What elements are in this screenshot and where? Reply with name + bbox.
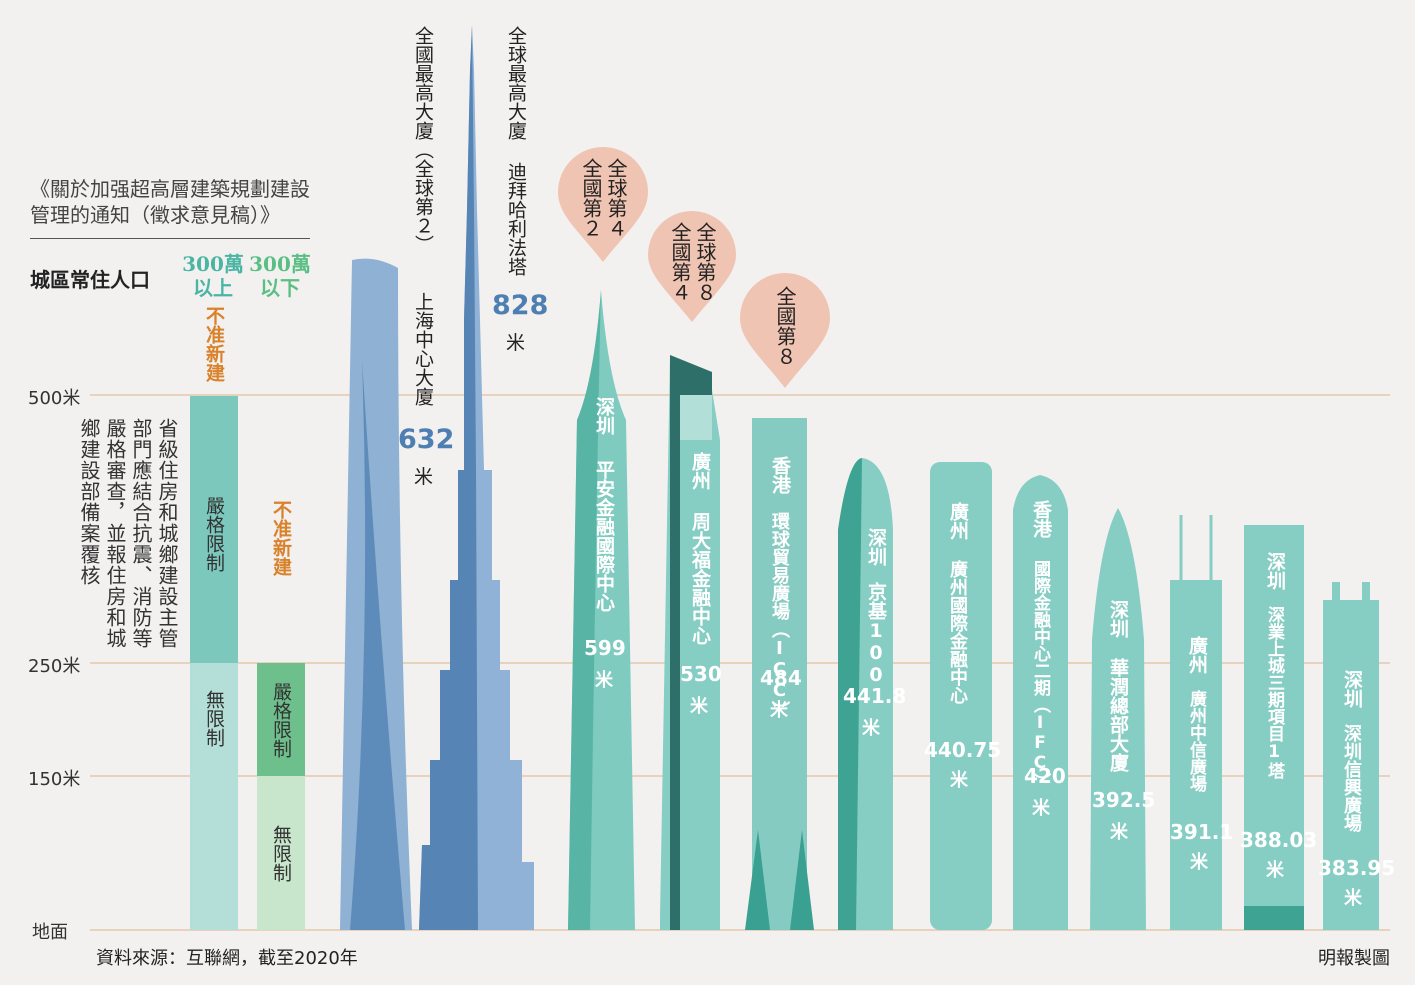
building-height-shun-hing: 383.95 bbox=[1318, 856, 1396, 880]
source-note: 資料來源：互聯網，截至2020年 bbox=[96, 948, 358, 969]
unlimited-label-above3m: 無限制 bbox=[203, 690, 225, 747]
building-height-ctf: 530 bbox=[680, 662, 722, 686]
column-header-below-3m: 300萬 以下 bbox=[247, 252, 313, 300]
citic-plaza-building bbox=[1170, 515, 1222, 930]
shanghai-tower-building bbox=[340, 258, 412, 931]
building-unit-citic: 米 bbox=[1190, 852, 1208, 873]
y-tick-label-150: 150米 bbox=[28, 769, 81, 790]
building-name-ping-an: 平安金融國際中心 bbox=[593, 460, 615, 612]
upperhills-building bbox=[1244, 525, 1304, 930]
building-name-shun-hing: 深圳信興廣場 bbox=[1341, 724, 1362, 832]
building-city-ctf: 廣州 bbox=[689, 452, 711, 490]
building-height-citic: 391.1 bbox=[1170, 820, 1234, 844]
building-height-cr-tower: 392.5 bbox=[1092, 788, 1156, 812]
building-unit-cr-tower: 米 bbox=[1110, 822, 1128, 843]
title-divider bbox=[30, 238, 310, 239]
column-header-line1: 300萬 bbox=[182, 252, 244, 276]
ping-an-building bbox=[568, 290, 635, 930]
rank-pin-ctf-global: 全球第８ bbox=[693, 222, 717, 302]
building-city-citic: 廣州 bbox=[1186, 636, 1208, 674]
shanghai-title: 全國最高大廈（全球第２） bbox=[412, 26, 434, 254]
building-height-ping-an: 599 bbox=[584, 636, 626, 660]
rank-pin-ctf-national: 全國第４ bbox=[668, 222, 692, 302]
unlimited-label-below3m: 無限制 bbox=[270, 825, 292, 882]
review-note-line1: 省級住房和城鄉建設主管 bbox=[155, 418, 179, 649]
gz-ifc-building bbox=[930, 462, 992, 930]
rank-pin-ctf bbox=[648, 211, 736, 322]
policy-bar-below3m-strict bbox=[257, 663, 305, 776]
building-city-hk-ifc2: 香港 bbox=[1030, 500, 1052, 538]
column-header-above-3m: 300萬 以上 bbox=[180, 252, 246, 300]
credit-note: 明報製圖 bbox=[1318, 948, 1390, 969]
building-height-upperhills: 388.03 bbox=[1240, 828, 1318, 852]
review-note-line2: 部門應結合抗震、消防等 bbox=[129, 418, 153, 649]
building-height-gz-ifc: 440.75 bbox=[924, 738, 1002, 762]
building-height-kk100: 441.8 bbox=[843, 684, 907, 708]
y-tick-label-500: 500米 bbox=[28, 388, 81, 409]
review-note-line4: 鄉建設部備案覆核 bbox=[77, 418, 101, 586]
building-city-shun-hing: 深圳 bbox=[1341, 670, 1363, 708]
policy-bar-below3m-unlimited bbox=[257, 776, 305, 930]
building-name-ctf: 周大福金融中心 bbox=[689, 512, 711, 645]
building-name-citic: 廣州中信廣場 bbox=[1186, 690, 1206, 792]
building-city-ping-an: 深圳 bbox=[593, 397, 615, 435]
hk-ifc2-building bbox=[1013, 475, 1068, 930]
building-name-kk100: 京基100 bbox=[865, 582, 887, 686]
y-tick-label-250: 250米 bbox=[28, 656, 81, 677]
building-unit-gz-ifc: 米 bbox=[950, 770, 968, 791]
banned-label-above3m: 不准新建 bbox=[203, 306, 225, 382]
building-name-hk-ifc2: 國際金融中心二期（IFC） bbox=[1030, 560, 1050, 790]
building-city-gz-ifc: 廣州 bbox=[947, 502, 969, 540]
kk100-building bbox=[838, 458, 893, 930]
shanghai-unit: 米 bbox=[414, 466, 434, 488]
building-unit-shun-hing: 米 bbox=[1344, 888, 1362, 909]
building-unit-kk100: 米 bbox=[862, 718, 880, 739]
strict-label-below3m: 嚴格限制 bbox=[270, 682, 292, 758]
dubai-title: 全球最高大廈 bbox=[505, 26, 527, 140]
policy-bar-above3m-unlimited bbox=[190, 663, 238, 930]
rank-pin-icc-national: 全國第８ bbox=[773, 286, 797, 366]
building-city-upperhills: 深圳 bbox=[1264, 552, 1286, 590]
burj-khalifa-building bbox=[419, 25, 534, 930]
column-header-line2: 以下 bbox=[260, 276, 300, 300]
cr-tower-building bbox=[1090, 508, 1146, 930]
rank-pin-icc bbox=[740, 273, 830, 388]
population-label: 城區常住人口 bbox=[30, 268, 150, 292]
dubai-unit: 米 bbox=[506, 332, 526, 354]
policy-bar-above3m-strict bbox=[190, 396, 238, 663]
building-name-upperhills: 深業上城三期項目1塔 bbox=[1264, 606, 1284, 779]
building-city-kk100: 深圳 bbox=[865, 528, 887, 566]
building-height-hk-ifc2: 420 bbox=[1024, 764, 1066, 788]
building-city-cr-tower: 深圳 bbox=[1107, 600, 1129, 638]
shanghai-name: 上海中心大廈 bbox=[412, 292, 434, 406]
column-header-line1: 300萬 bbox=[249, 252, 311, 276]
document-title: 《關於加强超高層建築規劃建設管理的通知（徵求意見稿）》 bbox=[30, 177, 310, 227]
column-header-line2: 以上 bbox=[193, 276, 233, 300]
review-note-line3: 嚴格審查，並報住房和城 bbox=[103, 418, 127, 649]
dubai-name: 迪拜哈利法塔 bbox=[505, 162, 527, 276]
building-unit-upperhills: 米 bbox=[1266, 860, 1284, 881]
building-unit-ping-an: 米 bbox=[595, 670, 613, 691]
dubai-height: 828 bbox=[492, 290, 549, 321]
icc-building bbox=[745, 418, 814, 930]
building-unit-hk-ifc2: 米 bbox=[1032, 798, 1050, 819]
building-name-icc: 環球貿易廣場（ICC） bbox=[769, 512, 790, 719]
building-unit-icc: 米 bbox=[770, 700, 788, 721]
building-name-gz-ifc: 廣州國際金融中心 bbox=[947, 560, 968, 704]
building-height-icc: 484 bbox=[760, 666, 802, 690]
banned-label-below3m: 不准新建 bbox=[270, 500, 292, 576]
y-tick-label-ground: 地面 bbox=[32, 922, 68, 943]
ctf-guangzhou-building bbox=[660, 355, 720, 930]
rank-pin-ping-an-national: 全國第２ bbox=[579, 158, 603, 238]
rank-pin-ping-an bbox=[558, 147, 648, 262]
rank-pin-ping-an-global: 全球第４ bbox=[604, 158, 628, 238]
building-city-icc: 香港 bbox=[769, 456, 791, 494]
shun-hing-building bbox=[1323, 582, 1379, 930]
shanghai-height: 632 bbox=[398, 424, 455, 455]
building-name-cr-tower: 華潤總部大廈 bbox=[1107, 658, 1129, 772]
strict-label-above3m: 嚴格限制 bbox=[203, 496, 225, 572]
building-unit-ctf: 米 bbox=[690, 696, 708, 717]
